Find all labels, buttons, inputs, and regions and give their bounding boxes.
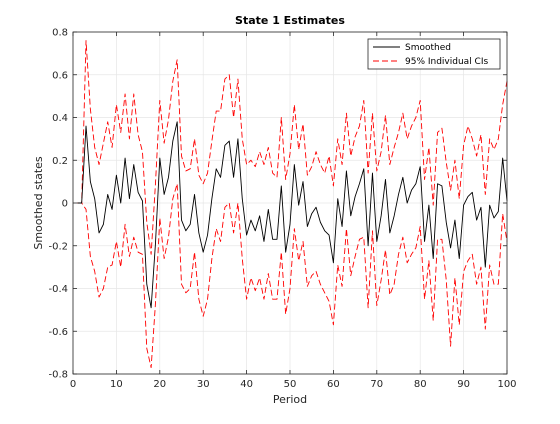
legend-label-ci: 95% Individual CIs xyxy=(405,57,488,67)
x-tick-label: 70 xyxy=(370,379,383,390)
y-tick-label: -0.4 xyxy=(48,284,68,295)
ticks: 0 10 20 30 40 50 60 70 80 90 100 -0.8 -0.6 -0.4 -0.2 0 0… xyxy=(48,28,516,391)
y-tick-label: 0.4 xyxy=(52,113,68,124)
y-tick-label: 0.8 xyxy=(52,28,68,39)
y-tick-label: -0.6 xyxy=(48,327,68,338)
series-line-ci-upper xyxy=(77,40,508,255)
series-line-smoothed xyxy=(77,121,508,309)
y-tick-label: 0.6 xyxy=(52,70,68,81)
y-tick-label: 0 xyxy=(62,199,68,210)
legend-box xyxy=(367,38,501,70)
x-tick-label: 60 xyxy=(327,379,340,390)
legend-label-smoothed: Smoothed xyxy=(405,43,451,53)
y-tick-label: -0.2 xyxy=(48,241,68,252)
y-tick-label: -0.8 xyxy=(48,370,68,381)
x-tick-label: 50 xyxy=(284,379,297,390)
x-tick-label: 100 xyxy=(497,379,516,390)
y-axis-label: Smoothed states xyxy=(32,156,45,250)
x-tick-label: 10 xyxy=(110,379,123,390)
x-tick-label: 30 xyxy=(197,379,210,390)
x-tick-label: 90 xyxy=(457,379,470,390)
x-tick-label: 80 xyxy=(414,379,427,390)
series-line-ci-lower xyxy=(77,183,508,369)
x-axis-label: Period xyxy=(273,393,307,406)
x-tick-label: 40 xyxy=(240,379,253,390)
series-lines xyxy=(77,40,508,369)
y-tick-label: 0.2 xyxy=(52,156,68,167)
x-tick-label: 0 xyxy=(70,379,76,390)
x-tick-label: 20 xyxy=(153,379,166,390)
legend: Smoothed 95% Individual CIs xyxy=(367,38,501,70)
chart-title: State 1 Estimates xyxy=(235,14,345,27)
